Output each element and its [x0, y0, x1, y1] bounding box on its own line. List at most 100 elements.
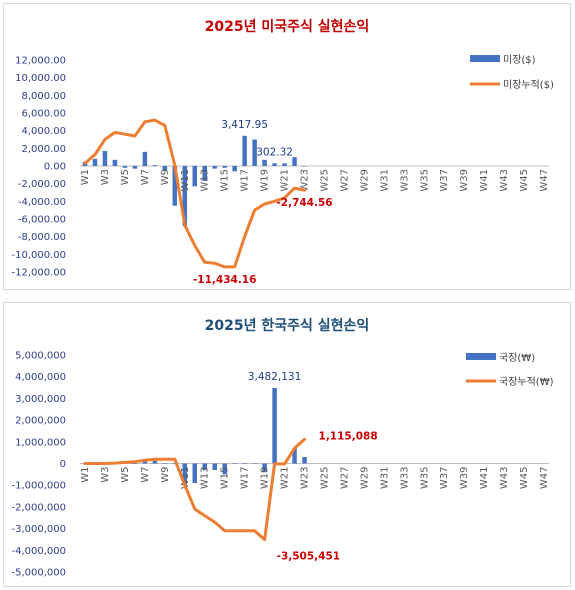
y-tick-label: -5,000,000 [11, 568, 66, 579]
x-tick-label: W31 [379, 467, 390, 490]
legend: 국장(₩) 국장누적(₩) [466, 352, 554, 388]
y-tick-label: 6,000.00 [21, 109, 66, 120]
bar [242, 135, 247, 166]
x-tick-label: W27 [339, 467, 350, 490]
x-tick-label: W37 [439, 169, 450, 192]
y-tick-label: -8,000.00 [18, 232, 66, 243]
x-tick-label: W15 [220, 467, 231, 490]
bar [302, 166, 307, 167]
x-tick-label: W45 [519, 169, 530, 192]
data-label: -11,434.16 [193, 274, 256, 286]
x-tick-label: W43 [499, 169, 510, 192]
x-tick-label: W23 [300, 467, 311, 490]
bar [272, 163, 277, 166]
bar [142, 461, 148, 464]
bar [272, 387, 277, 464]
x-tick-label: W35 [419, 467, 430, 490]
bar [162, 166, 168, 171]
x-tick-label: W47 [539, 467, 550, 490]
x-tick-label: W35 [419, 169, 430, 192]
legend-label: 국장(₩) [499, 352, 535, 364]
chart-title: 2025년 미국주식 실현손익 [205, 18, 370, 35]
x-tick-label: W33 [399, 169, 410, 192]
x-tick-label: W23 [300, 169, 311, 192]
bar [192, 463, 198, 484]
y-tick-label: -4,000,000 [11, 546, 66, 557]
x-tick-label: W9 [160, 169, 171, 185]
x-tick-label: W29 [359, 169, 370, 192]
bar [232, 166, 237, 172]
bar [212, 463, 217, 471]
bar [202, 463, 207, 471]
x-tick-label: W13 [200, 467, 211, 490]
x-tick-label: W15 [220, 169, 231, 192]
x-tick-label: W41 [479, 467, 490, 490]
x-tick-label: W21 [280, 169, 291, 192]
y-tick-label: -2,000.00 [18, 179, 66, 190]
x-tick-label: W41 [479, 169, 490, 192]
bar [282, 163, 287, 166]
bar [132, 166, 138, 169]
x-tick-label: W17 [240, 467, 251, 490]
legend-bar-swatch [466, 353, 496, 360]
x-tick-label: W5 [120, 467, 131, 483]
kr-stock-chart: 2025년 한국주식 실현손익 5,000,000 4,000,000 3,000,0… [11, 317, 554, 579]
bar [252, 463, 257, 464]
data-label: 1,115,088 [319, 430, 378, 442]
bar [292, 448, 297, 464]
bar [152, 165, 158, 166]
us-stock-chart: 2025년 미국주식 실현손익 12,000.00 10,000.00 8,000.0… [11, 18, 554, 286]
y-tick-label: 12,000.00 [15, 56, 66, 67]
y-tick-label: 5,000,000 [15, 351, 66, 362]
data-label: 3,417.95 [221, 119, 268, 131]
x-tick-label: W1 [80, 169, 91, 185]
x-tick-label: W3 [100, 169, 111, 185]
x-tick-label: W19 [260, 467, 271, 490]
bar [202, 166, 207, 182]
bar [222, 463, 227, 475]
x-tick-label: W33 [399, 467, 410, 490]
bar [192, 166, 198, 187]
y-tick-label: -12,000.00 [11, 268, 66, 279]
bar [302, 456, 307, 464]
us-stock-chart-panel: 2025년 미국주식 실현손익 12,000.00 10,000.00 8,000.0… [3, 3, 571, 290]
y-tick-label: 4,000.00 [21, 126, 66, 137]
kr-stock-chart-panel: 2025년 한국주식 실현손익 5,000,000 4,000,000 3,000,0… [3, 302, 571, 587]
x-tick-label: W25 [319, 467, 330, 490]
legend-label: 국장누적(₩) [499, 376, 554, 388]
bar [92, 158, 98, 166]
bar [112, 159, 118, 166]
bar [182, 166, 188, 227]
bar [172, 166, 178, 206]
bar [182, 463, 188, 486]
x-tick-label: W3 [100, 467, 111, 483]
bar [152, 460, 158, 464]
legend-label: 미장누적($) [503, 79, 554, 91]
x-tick-label: W11 [180, 169, 191, 192]
x-tick-label: W7 [140, 467, 151, 483]
y-tick-label: -6,000.00 [18, 215, 66, 226]
cumulative-line [83, 118, 306, 269]
y-tick-label: 2,000,000 [15, 416, 66, 427]
x-tick-label: W13 [200, 169, 211, 192]
bar [212, 166, 217, 169]
bar [162, 463, 168, 464]
x-tick-label: W9 [160, 467, 171, 483]
x-tick-label: W11 [180, 467, 191, 490]
y-tick-label: -1,000,000 [11, 481, 66, 492]
bar [172, 463, 178, 464]
bar [262, 463, 267, 473]
cumulative-line [83, 437, 306, 542]
x-tick-label: W37 [439, 467, 450, 490]
x-tick-label: W19 [260, 169, 271, 192]
x-tick-label: W39 [459, 169, 470, 192]
bar [142, 151, 148, 166]
y-tick-label: -4,000.00 [18, 197, 66, 208]
x-tick-label: W27 [339, 169, 350, 192]
bar [132, 463, 138, 464]
x-tick-label: W17 [240, 169, 251, 192]
legend: 미장($) 미장누적($) [470, 54, 554, 91]
y-tick-label: 0 [60, 459, 66, 470]
y-tick-label: -3,000,000 [11, 524, 66, 535]
bar [102, 150, 108, 166]
